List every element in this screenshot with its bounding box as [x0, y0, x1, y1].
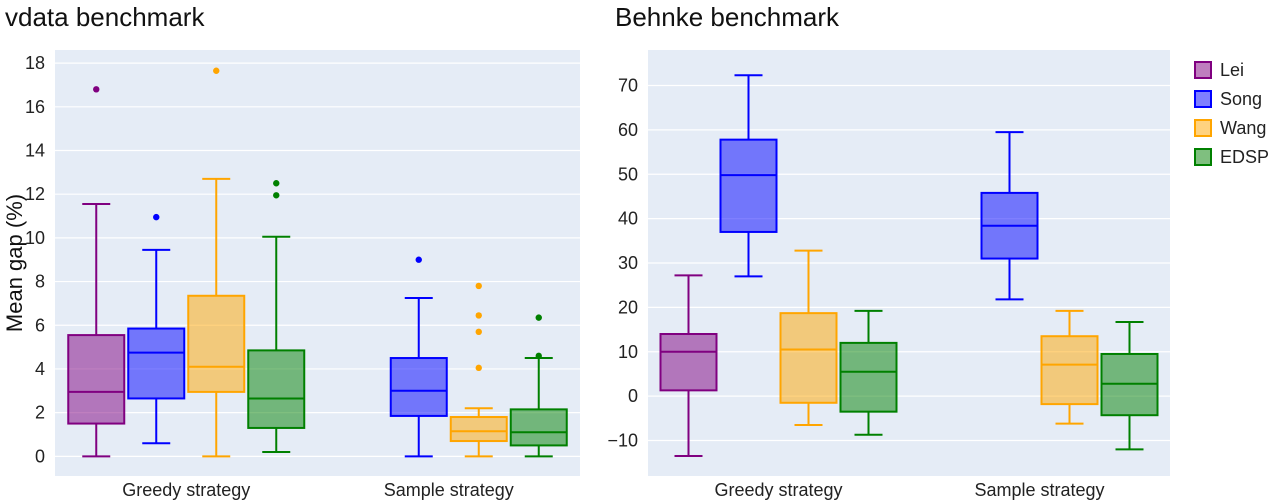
behnke-lei-greedy-strategy-iqr-rect [659, 333, 718, 392]
legend-item-lei[interactable]: Lei [1194, 60, 1244, 80]
vdata-song-greedy-strategy-box [127, 213, 186, 445]
vdata-wang-sample-strategy-outlier [475, 364, 482, 372]
legend-label-wang: Wang [1220, 118, 1266, 138]
vdata-y-tick-label: 6 [35, 315, 45, 335]
vdata-wang-greedy-strategy-outlier [213, 67, 220, 74]
legend-swatch-lei [1194, 61, 1212, 79]
vdata-y-tick-label: 18 [25, 53, 45, 73]
vdata-x-tick-label: Greedy strategy [122, 480, 250, 500]
vdata-song-greedy-strategy-outlier [153, 213, 160, 221]
vdata-y-tick-label: 16 [25, 97, 45, 117]
behnke-wang-greedy-strategy-box [779, 249, 838, 426]
vdata-panel: 0 2 4 6 8 10 12 14 16 18 Greedy strategy Sample st… [2, 2, 580, 500]
behnke-song-greedy-strategy-iqr-rect [719, 138, 778, 233]
legend-item-song[interactable]: Song [1194, 89, 1262, 109]
vdata-wang-sample-strategy-iqr-rect [449, 416, 508, 443]
vdata-y-tick-label: 10 [25, 228, 45, 248]
behnke-wang-sample-strategy-box [1040, 309, 1099, 425]
behnke-boxes [659, 74, 1159, 458]
behnke-song-greedy-strategy-box [719, 74, 778, 278]
vdata-x-ticks: Greedy strategy Sample strategy [122, 480, 514, 500]
behnke-y-ticks: −10 0 10 20 30 40 50 60 70 [607, 76, 638, 451]
behnke-edsp-greedy-strategy-iqr-rect [839, 341, 898, 413]
legend-swatch-wang [1194, 119, 1212, 137]
behnke-wang-greedy-strategy-iqr-rect [779, 312, 838, 404]
vdata-lei-greedy-strategy-outlier [93, 86, 100, 93]
vdata-edsp-sample-strategy-outlier [535, 352, 542, 360]
behnke-title: Behnke benchmark [615, 2, 840, 32]
vdata-song-sample-strategy-iqr-rect [389, 357, 448, 417]
vdata-y-tick-label: 0 [35, 446, 45, 466]
vdata-wang-greedy-strategy-box [187, 67, 246, 458]
vdata-x-tick-label: Sample strategy [384, 480, 514, 500]
behnke-y-tick-label: 10 [618, 342, 638, 362]
behnke-song-sample-strategy-box [980, 131, 1039, 301]
vdata-edsp-greedy-strategy-iqr-rect [247, 349, 306, 429]
legend-item-edsp[interactable]: EDSP [1194, 147, 1269, 167]
vdata-wang-greedy-strategy-iqr-rect [187, 294, 246, 393]
vdata-edsp-greedy-strategy-outlier [273, 180, 280, 187]
vdata-plot-area [55, 50, 580, 476]
vdata-lei-greedy-strategy-iqr-rect [67, 334, 126, 425]
vdata-edsp-greedy-strategy-outlier [273, 192, 280, 199]
behnke-x-tick-label: Sample strategy [974, 480, 1104, 500]
legend-swatch-song [1194, 90, 1212, 108]
vdata-wang-sample-strategy-outlier [475, 282, 482, 290]
behnke-panel: −10 0 10 20 30 40 50 60 70 Greedy strategy Sample… [607, 2, 1170, 500]
vdata-song-sample-strategy-box [389, 256, 448, 458]
behnke-lei-greedy-strategy-box [659, 274, 718, 458]
legend-swatch-edsp [1194, 148, 1212, 166]
legend-label-edsp: EDSP [1220, 147, 1269, 167]
vdata-y-tick-label: 2 [35, 403, 45, 423]
behnke-y-tick-label: −10 [607, 431, 638, 451]
vdata-song-sample-strategy-outlier [415, 256, 422, 263]
vdata-y-ticks: 0 2 4 6 8 10 12 14 16 18 [25, 53, 45, 466]
vdata-wang-sample-strategy-outlier [475, 312, 482, 319]
vdata-edsp-sample-strategy-iqr-rect [509, 408, 568, 447]
vdata-y-tick-label: 4 [35, 359, 45, 379]
vdata-lei-greedy-strategy-box [67, 86, 126, 458]
legend-label-lei: Lei [1220, 60, 1244, 80]
behnke-y-tick-label: 70 [618, 76, 638, 96]
behnke-x-ticks: Greedy strategy Sample strategy [714, 480, 1104, 500]
behnke-edsp-sample-strategy-box [1100, 321, 1159, 451]
behnke-x-tick-label: Greedy strategy [714, 480, 842, 500]
legend-label-song: Song [1220, 89, 1262, 109]
vdata-edsp-sample-strategy-outlier [535, 314, 542, 321]
vdata-y-tick-label: 12 [25, 184, 45, 204]
behnke-y-tick-label: 60 [618, 120, 638, 140]
behnke-y-tick-label: 50 [618, 164, 638, 184]
vdata-y-tick-label: 8 [35, 272, 45, 292]
behnke-y-tick-label: 40 [618, 209, 638, 229]
vdata-wang-sample-strategy-box [449, 282, 508, 458]
vdata-edsp-greedy-strategy-box [247, 180, 306, 453]
behnke-y-tick-label: 20 [618, 297, 638, 317]
behnke-wang-sample-strategy-iqr-rect [1040, 335, 1099, 406]
legend-item-wang[interactable]: Wang [1194, 118, 1266, 138]
vdata-wang-sample-strategy-outlier [475, 328, 482, 336]
vdata-boxes [67, 67, 568, 458]
vdata-song-greedy-strategy-iqr-rect [127, 327, 186, 400]
vdata-y-tick-label: 14 [25, 140, 45, 160]
behnke-y-tick-label: 30 [618, 253, 638, 273]
vdata-y-axis-label: Mean gap (%) [2, 194, 27, 332]
behnke-edsp-greedy-strategy-box [839, 309, 898, 436]
legend[interactable]: Lei Song Wang EDSP [1194, 60, 1269, 167]
vdata-edsp-sample-strategy-box [509, 314, 568, 458]
vdata-title: vdata benchmark [5, 2, 205, 32]
behnke-y-tick-label: 0 [628, 386, 638, 406]
